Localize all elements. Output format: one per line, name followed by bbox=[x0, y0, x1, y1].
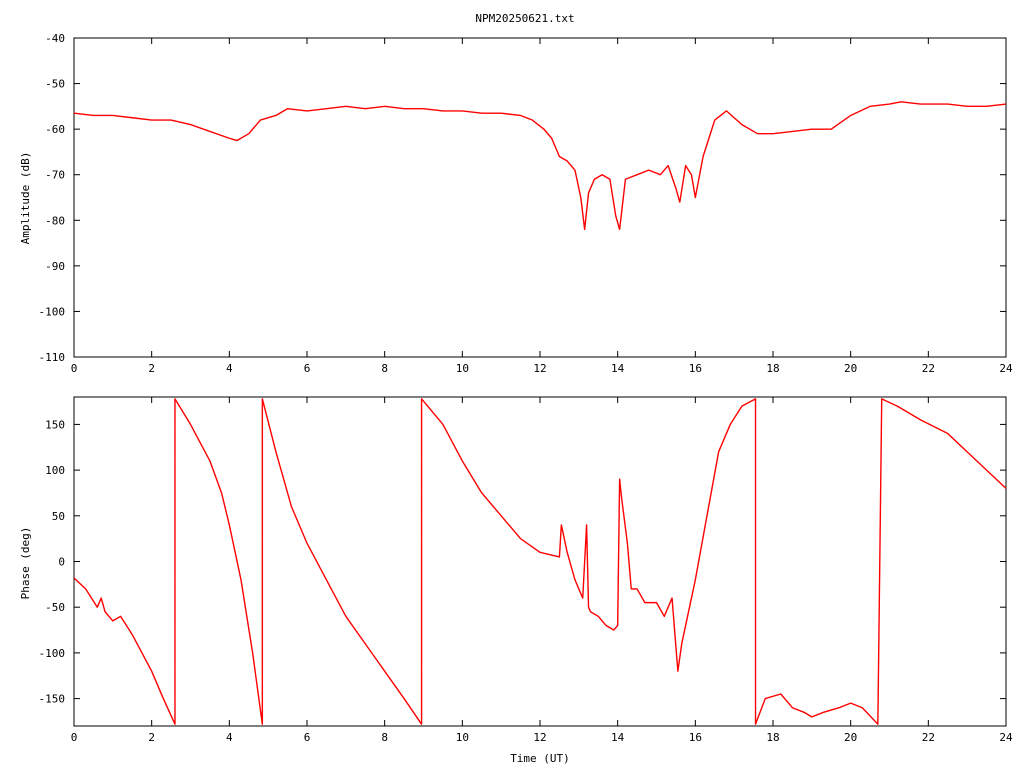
chart-title: NPM20250621.txt bbox=[475, 12, 574, 25]
phase-y-tick-label: -150 bbox=[39, 693, 66, 706]
amplitude-x-tick-label: 10 bbox=[456, 362, 469, 375]
phase-panel: 0 2 4 6 8 10 12 14 16 18 20 22 24 150100500-50-100-1… bbox=[19, 396, 1013, 765]
amplitude-series-line bbox=[73, 101, 1007, 231]
phase-x-tick-label: 24 bbox=[999, 731, 1013, 744]
amplitude-panel: 0 2 4 6 8 10 12 14 16 18 20 22 24 -40-50-60-70-80-90… bbox=[19, 32, 1013, 375]
amplitude-x-tick-label: 4 bbox=[226, 362, 233, 375]
amplitude-plot-frame bbox=[73, 37, 1007, 358]
amplitude-x-tick-label: 22 bbox=[922, 362, 935, 375]
amplitude-y-tick-label: -80 bbox=[45, 214, 65, 227]
phase-x-tick-label: 10 bbox=[456, 731, 469, 744]
phase-plot-frame bbox=[73, 396, 1007, 727]
phase-x-tick-label: 14 bbox=[611, 731, 625, 744]
phase-x-tick-label: 0 bbox=[71, 731, 78, 744]
amplitude-x-tick-label: 12 bbox=[533, 362, 546, 375]
amplitude-y-tick-label: -60 bbox=[45, 123, 65, 136]
phase-y-tick-label: -100 bbox=[39, 647, 66, 660]
phase-y-tick-label: 0 bbox=[58, 556, 65, 569]
amplitude-y-tick-label: -100 bbox=[39, 305, 66, 318]
phase-x-tick-label: 8 bbox=[381, 731, 388, 744]
amplitude-y-tick-label: -90 bbox=[45, 260, 65, 273]
phase-y-tick-label: 100 bbox=[45, 464, 65, 477]
amplitude-x-tick-label: 14 bbox=[611, 362, 625, 375]
phase-x-tick-label: 2 bbox=[148, 731, 155, 744]
amplitude-x-tick-label: 24 bbox=[999, 362, 1013, 375]
phase-x-tick-label: 16 bbox=[689, 731, 702, 744]
amplitude-x-tick-label: 2 bbox=[148, 362, 155, 375]
phase-series bbox=[73, 398, 1007, 725]
phase-x-tick-label: 22 bbox=[922, 731, 935, 744]
amplitude-x-tick-label: 0 bbox=[71, 362, 78, 375]
phase-x-tick-label: 18 bbox=[766, 731, 779, 744]
amplitude-y-tick-label: -50 bbox=[45, 78, 65, 91]
amplitude-y-tick-label: -70 bbox=[45, 169, 65, 182]
amplitude-x-tick-label: 18 bbox=[766, 362, 779, 375]
amplitude-x-tick-label: 8 bbox=[381, 362, 388, 375]
amplitude-x-tick-label: 16 bbox=[689, 362, 702, 375]
amplitude-y-tick-label: -110 bbox=[39, 351, 66, 364]
phase-y-tick-label: -50 bbox=[45, 601, 65, 614]
phase-y-tick-label: 150 bbox=[45, 418, 65, 431]
amplitude-y-axis-label: Amplitude (dB) bbox=[19, 152, 32, 245]
phase-x-tick-label: 20 bbox=[844, 731, 857, 744]
amplitude-x-tick-label: 6 bbox=[304, 362, 311, 375]
amplitude-y-tick-label: -40 bbox=[45, 32, 65, 45]
phase-y-tick-label: 50 bbox=[52, 510, 65, 523]
amplitude-series bbox=[73, 101, 1007, 231]
phase-x-tick-label: 12 bbox=[533, 731, 546, 744]
phase-series-line bbox=[73, 398, 1007, 725]
phase-x-tick-label: 4 bbox=[226, 731, 233, 744]
phase-y-axis-label: Phase (deg) bbox=[19, 527, 32, 600]
amplitude-x-tick-label: 20 bbox=[844, 362, 857, 375]
phase-x-axis-label: Time (UT) bbox=[510, 752, 570, 765]
phase-x-tick-label: 6 bbox=[304, 731, 311, 744]
